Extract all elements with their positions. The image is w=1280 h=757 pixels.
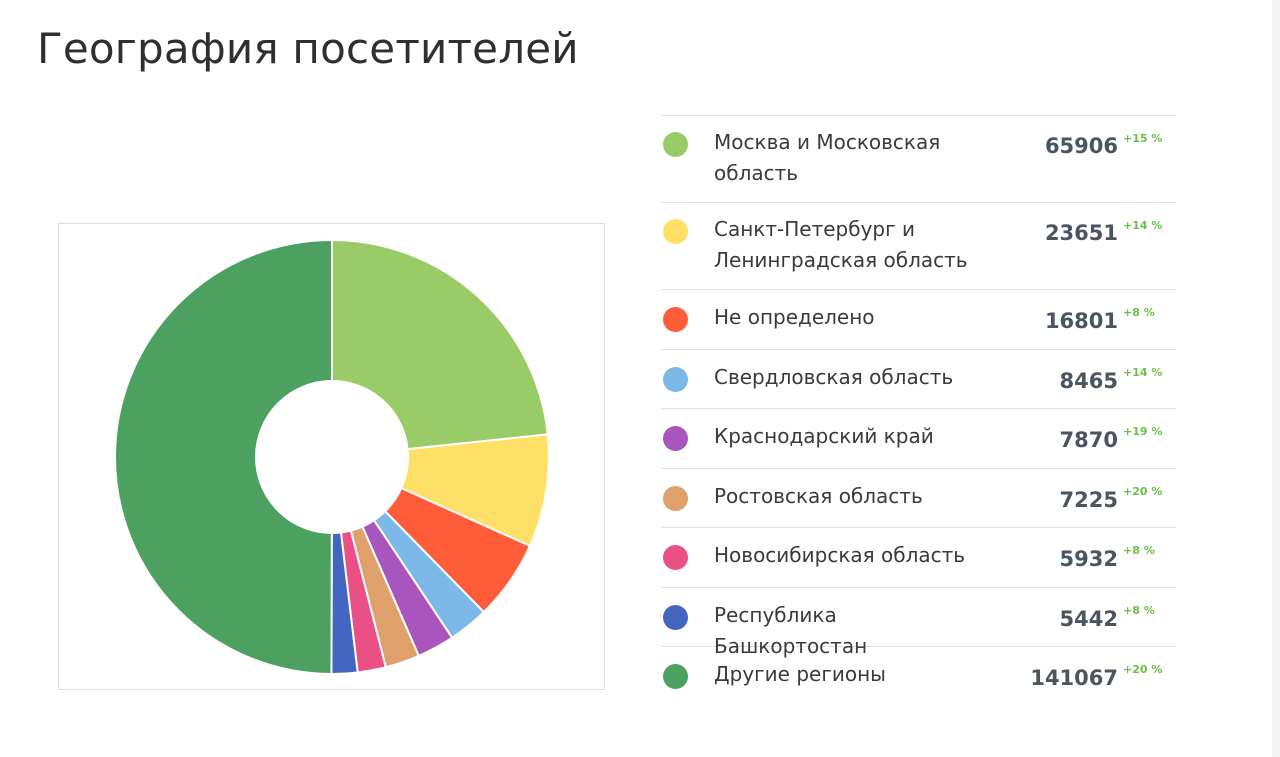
legend-item: Санкт-Петербург и Ленинградская область 2… — [661, 203, 1176, 290]
legend-change-badge: +20 % — [1123, 484, 1163, 498]
legend-change-badge: +8 % — [1123, 603, 1155, 617]
legend-label: Краснодарский край — [714, 424, 934, 448]
legend-color-swatch — [663, 545, 688, 570]
legend-change-badge: +19 % — [1123, 425, 1163, 438]
legend-value: 7870 — [1059, 428, 1118, 452]
legend-label: Ростовская область — [714, 483, 923, 508]
legend-label: Республика Башкортостан — [714, 602, 868, 658]
legend-item: Новосибирская область 5932 +8 % — [661, 528, 1176, 588]
legend-change-badge: +8 % — [1123, 306, 1155, 319]
legend-value: 5932 — [1059, 547, 1118, 571]
legend-item: Не определено 16801 +8 % — [661, 290, 1176, 350]
legend-item: Другие регионы 141067 +20 % — [661, 647, 1176, 707]
legend-value: 8465 — [1059, 368, 1118, 393]
legend-value: 65906 — [1044, 134, 1118, 158]
legend-change-badge: +8 % — [1123, 544, 1155, 557]
legend-change-badge: +14 % — [1123, 219, 1163, 232]
legend-color-swatch — [663, 426, 688, 451]
legend-label: Свердловская область — [714, 364, 954, 389]
legend-value: 23651 — [1044, 221, 1118, 245]
legend-label: Другие регионы — [714, 662, 886, 686]
legend-label: Санкт-Петербург и Ленинградская область — [714, 217, 968, 272]
legend-color-swatch — [663, 307, 688, 332]
legend-label: Новосибирская область — [714, 543, 966, 567]
page-title: География посетителей — [37, 24, 579, 73]
legend-value: 5442 — [1059, 606, 1118, 631]
legend-item: Москва и Московская область 65906 +15 % — [661, 116, 1176, 203]
legend-item: Республика Башкортостан 5442 +8 % — [661, 588, 1176, 658]
donut-chart — [114, 238, 550, 676]
legend-color-swatch — [663, 132, 688, 157]
legend-color-swatch — [663, 219, 688, 244]
legend: Москва и Московская область 65906 +15 % Сан… — [661, 115, 1176, 707]
donut-slice — [114, 238, 333, 676]
legend-color-swatch — [663, 366, 688, 392]
legend-color-swatch — [663, 485, 688, 511]
legend-change-badge: +15 % — [1123, 132, 1163, 145]
legend-value: 141067 — [1030, 666, 1118, 690]
legend-color-swatch — [663, 604, 688, 630]
legend-item: Ростовская область 7225 +20 % — [661, 469, 1176, 528]
legend-color-swatch — [663, 664, 688, 689]
window-edge — [1272, 0, 1280, 757]
legend-value: 16801 — [1044, 309, 1118, 333]
legend-label: Москва и Московская область — [714, 130, 941, 185]
legend-change-badge: +20 % — [1123, 663, 1163, 676]
legend-item: Краснодарский край 7870 +19 % — [661, 409, 1176, 469]
chart-container — [58, 223, 605, 690]
legend-change-badge: +14 % — [1123, 365, 1163, 379]
legend-label: Не определено — [714, 305, 875, 329]
legend-item: Свердловская область 8465 +14 % — [661, 350, 1176, 409]
donut-slice — [331, 238, 549, 451]
legend-value: 7225 — [1059, 487, 1118, 512]
